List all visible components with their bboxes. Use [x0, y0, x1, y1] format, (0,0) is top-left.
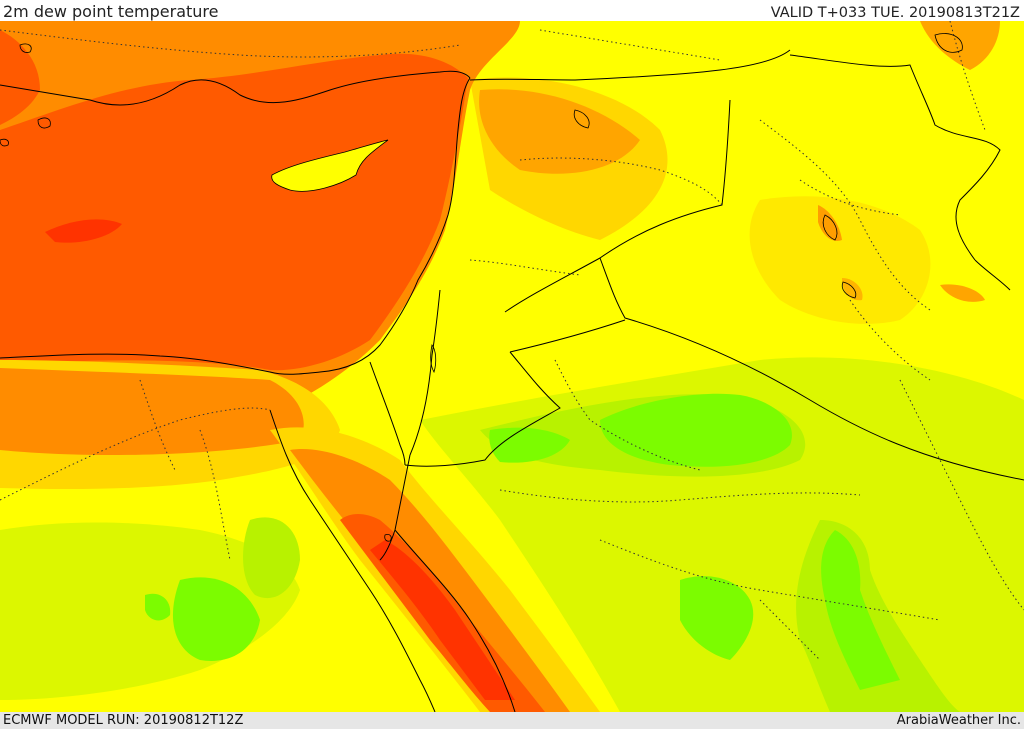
field-orange-iraq-3	[940, 284, 985, 302]
field-orange-egypt-coast	[0, 368, 304, 455]
field-green-najd-core	[821, 530, 900, 690]
field-green-egypt-small	[145, 593, 171, 621]
model-run-label: ECMWF MODEL RUN: 20190812T12Z	[3, 713, 244, 728]
coastlines	[0, 70, 516, 712]
lake-assad	[573, 109, 590, 129]
lake-iraq-2	[841, 281, 857, 299]
map-title: 2m dew point temperature	[3, 2, 219, 21]
admin-saudi-1	[554, 359, 701, 471]
field-green-hejaz	[680, 576, 754, 660]
coastline-suez-gulf	[269, 409, 436, 712]
admin-turkey-1	[0, 29, 461, 58]
island-aegean-1	[19, 43, 32, 53]
border-saudi-kuwait	[974, 259, 1011, 291]
admin-syria-1	[519, 157, 723, 206]
title-bar: 2m dew point temperature VALID T+033 TUE…	[0, 0, 1024, 21]
islands	[0, 33, 963, 542]
admin-egypt-2	[199, 429, 231, 561]
border-turkey-syria	[469, 49, 791, 81]
island-rhodes	[37, 117, 51, 129]
island-crete-edge	[0, 138, 9, 147]
admin-saudi-2	[499, 489, 861, 503]
field-green-egypt-south	[172, 577, 260, 661]
admin-syria-2	[469, 259, 581, 276]
border-iraq-iran	[789, 54, 1001, 261]
field-green-nafud	[489, 427, 570, 463]
credit-label: ArabiaWeather Inc.	[896, 713, 1021, 728]
coastline-aqaba-gulf	[379, 454, 411, 561]
coastline-turkey	[0, 70, 471, 106]
field-gold-iraq	[749, 196, 931, 324]
dead-sea	[430, 344, 437, 374]
border-iraq-saudi	[599, 257, 1024, 481]
field-green-egypt-east	[243, 517, 300, 599]
valid-time-label: VALID T+033 TUE. 20190813T21Z	[770, 5, 1020, 21]
field-redorange-sea-core	[0, 53, 468, 371]
border-jordan-israel	[409, 289, 441, 456]
admin-boundaries	[0, 21, 1024, 661]
field-redorange-aegean	[0, 30, 40, 125]
border-egypt-israel	[369, 361, 406, 466]
coastline-levant	[0, 77, 471, 375]
dew-point-map	[0, 21, 1024, 712]
coastline-arabia-west	[394, 529, 516, 712]
island-tiran	[384, 534, 392, 542]
country-borders	[369, 49, 1024, 481]
map-canvas	[0, 21, 1024, 712]
field-green-jordan	[600, 393, 792, 467]
admin-iraq-2	[799, 179, 901, 216]
cyprus-island	[271, 139, 389, 192]
border-syria-iraq	[504, 99, 731, 313]
admin-egypt-3	[139, 379, 176, 471]
border-jordan-saudi	[404, 319, 626, 467]
lake-van	[934, 33, 963, 53]
field-orange-syria	[479, 89, 640, 174]
footer-bar: ECMWF MODEL RUN: 20190812T12Z ArabiaWeat…	[0, 712, 1024, 729]
admin-saudi-5	[899, 379, 1024, 611]
field-redorange-blob	[45, 219, 122, 243]
field-red-redsea-core	[370, 540, 515, 700]
lake-iraq-1	[822, 214, 838, 241]
admin-turkey-2	[539, 29, 721, 61]
field-orange-northiraq	[920, 21, 1000, 70]
